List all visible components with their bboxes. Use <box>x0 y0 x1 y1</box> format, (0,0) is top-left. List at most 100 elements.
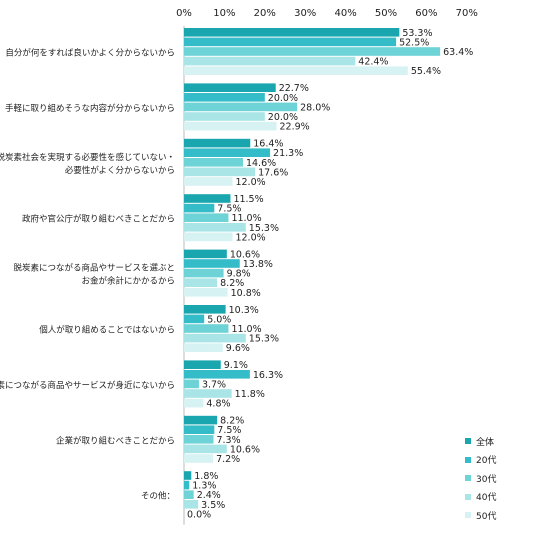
data-label: 52.5% <box>399 37 429 48</box>
data-label: 0.0% <box>187 509 211 520</box>
data-label: 22.9% <box>280 122 310 133</box>
bar <box>184 167 256 177</box>
category-label: 脱炭素につながる商品やサービスが身近にないから <box>0 380 175 391</box>
x-tick-label: 70% <box>456 8 478 19</box>
bar <box>184 471 192 480</box>
data-label: 55.4% <box>411 66 441 77</box>
bar <box>184 47 441 56</box>
data-label: 11.5% <box>233 194 263 205</box>
data-label: 10.3% <box>229 305 259 316</box>
legend-item: 30代 <box>465 469 533 488</box>
data-label: 16.3% <box>253 370 283 381</box>
bar <box>184 435 214 444</box>
data-label: 11.0% <box>231 213 261 224</box>
data-label: 5.0% <box>207 314 231 325</box>
data-label: 8.2% <box>220 416 244 427</box>
data-label: 20.0% <box>268 112 298 123</box>
category-label: 脱炭素につながる商品やサービスを選ぶと <box>13 263 175 274</box>
bar <box>184 232 233 242</box>
bar <box>184 500 199 509</box>
bar <box>184 28 400 37</box>
x-tick-label: 0% <box>176 8 192 19</box>
data-label: 15.3% <box>249 223 279 234</box>
data-label: 17.6% <box>258 167 288 178</box>
bar <box>184 360 221 369</box>
bar <box>184 213 229 222</box>
bar <box>184 480 190 490</box>
x-tick-label: 60% <box>415 8 437 19</box>
data-label: 12.0% <box>235 177 265 188</box>
data-label: 10.6% <box>230 444 260 455</box>
x-tick-label: 50% <box>375 8 397 19</box>
category-label: 必要性がよく分からないから <box>65 165 175 176</box>
legend-swatch <box>465 456 471 463</box>
data-label: 53.3% <box>402 28 432 39</box>
bar <box>184 138 251 148</box>
legend-swatch <box>465 438 471 445</box>
data-label: 7.3% <box>216 435 240 446</box>
legend-swatch <box>465 493 471 500</box>
bar <box>184 490 194 499</box>
data-label: 28.0% <box>300 102 330 113</box>
data-label: 15.3% <box>249 334 279 345</box>
data-label: 63.4% <box>443 47 473 58</box>
category-label: 個人が取り組めることではないから <box>39 325 175 336</box>
bar <box>184 305 226 314</box>
data-label: 9.6% <box>226 343 250 354</box>
legend-label: 20代 <box>476 456 497 467</box>
legend-swatch <box>465 512 471 519</box>
data-label: 13.8% <box>243 259 273 270</box>
data-label: 9.1% <box>224 360 248 371</box>
data-label: 11.0% <box>231 324 261 335</box>
category-label: お金が余計にかかるから <box>81 276 175 287</box>
data-label: 11.8% <box>235 389 265 400</box>
data-label: 7.5% <box>217 204 241 215</box>
bar <box>184 177 233 186</box>
bar <box>184 148 271 157</box>
data-label: 20.0% <box>268 93 298 104</box>
legend-label: 全体 <box>476 437 495 448</box>
category-label: 政府や官公庁が取り組むべきことだから <box>22 214 175 225</box>
x-tick-label: 40% <box>334 8 356 19</box>
bar <box>184 389 232 398</box>
data-label: 10.6% <box>230 249 260 260</box>
data-label: 9.8% <box>227 269 251 280</box>
bar <box>184 66 408 75</box>
bar <box>184 370 250 379</box>
bar <box>184 314 205 324</box>
bar <box>184 444 227 454</box>
bar <box>184 121 277 131</box>
bar <box>184 259 240 268</box>
data-label: 1.3% <box>192 481 216 492</box>
legend: 全体 20代 30代 40代 50代 <box>465 432 533 525</box>
bar <box>184 249 227 259</box>
legend-label: 30代 <box>476 474 497 485</box>
category-label: 企業が取り組むべきことだから <box>56 435 175 446</box>
bar <box>184 454 214 463</box>
bar <box>184 333 246 343</box>
legend-item: 50代 <box>465 506 533 525</box>
bar <box>184 288 228 297</box>
bar <box>184 415 218 425</box>
data-label: 2.4% <box>197 490 221 501</box>
bar <box>184 425 215 434</box>
bar <box>184 203 215 213</box>
category-label: 手軽に取り組めそうな内容が分からないから <box>5 103 175 114</box>
category-label: その他： <box>141 491 175 502</box>
data-label: 14.6% <box>246 158 276 169</box>
data-label: 8.2% <box>220 278 244 289</box>
bar <box>184 194 231 203</box>
data-label: 1.8% <box>194 471 218 482</box>
x-tick-label: 10% <box>213 8 235 19</box>
data-label: 22.7% <box>279 83 309 94</box>
bar <box>184 83 276 92</box>
data-label: 4.8% <box>206 399 230 410</box>
bar <box>184 343 223 352</box>
bar <box>184 223 246 232</box>
category-label: 脱炭素社会を実現する必要性を感じていない・ <box>0 152 175 163</box>
data-label: 10.8% <box>231 288 261 299</box>
bar <box>184 268 224 278</box>
bar <box>184 158 243 167</box>
legend-swatch <box>465 475 471 482</box>
bar <box>184 56 356 66</box>
